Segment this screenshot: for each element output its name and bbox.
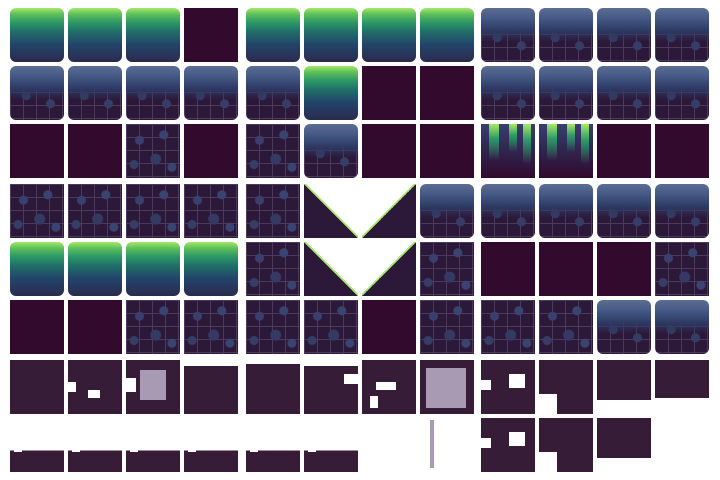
tile-mask [10,360,64,414]
tile-stone [246,242,300,296]
tile-stone [126,184,180,238]
tile-mask [362,360,416,414]
tile-dark [68,124,122,178]
tile-mask [481,418,535,472]
tile-slope-left [304,242,358,296]
tile-stone-top [655,300,709,354]
tile-mask-low [304,418,358,472]
tile-mask [68,360,122,414]
tile-dark [481,242,535,296]
tile-stone [655,242,709,296]
tile-stone [126,300,180,354]
tile-stone [246,300,300,354]
tile-stone-top [246,66,300,120]
tile-stone [246,184,300,238]
tile-dark [362,300,416,354]
tile-stone [10,184,64,238]
tile-mask [539,360,593,414]
tile-grass [126,8,180,62]
tile-stone [246,124,300,178]
tile-grass [304,66,358,120]
tile-dark [10,124,64,178]
tile-grass-drip [481,124,535,178]
tile-mask-low [126,418,180,472]
tile-mask [655,360,709,414]
tile-grass-drip [539,124,593,178]
tile-stone-top [597,300,651,354]
tile-stone-top [539,66,593,120]
tile-stone [539,300,593,354]
tile-mask [126,360,180,414]
tile-stone-top [597,66,651,120]
tile-slope-right [362,242,416,296]
tile-mask-low [246,418,300,472]
tile-grass [184,242,238,296]
tile-dark [597,242,651,296]
tile-mask [481,360,535,414]
tile-stone [420,300,474,354]
tile-stone [420,242,474,296]
tile-grass [68,242,122,296]
tile-dark [184,8,238,62]
tile-mask [539,418,593,472]
tile-grass [246,8,300,62]
tile-dark [68,300,122,354]
tile-mask-low [184,418,238,472]
tile-mask-line [420,418,474,472]
tile-stone-top [481,66,535,120]
tile-stone-top [68,66,122,120]
tile-stone-top [481,8,535,62]
tile-stone-top [539,184,593,238]
tile-stone-top [304,124,358,178]
tile-mask [597,418,651,472]
tile-dark [597,124,651,178]
tile-dark [362,66,416,120]
tile-stone [184,300,238,354]
tile-stone-top [539,8,593,62]
tile-mask [597,360,651,414]
tile-stone [481,300,535,354]
tile-mask [304,360,358,414]
tile-grass [10,8,64,62]
tile-mask [184,360,238,414]
tile-stone-top [655,8,709,62]
tile-dark [184,124,238,178]
tile-mask [420,360,474,414]
tile-stone [184,184,238,238]
tile-stone-top [597,8,651,62]
tile-dark [539,242,593,296]
tile-grass [304,8,358,62]
tile-grass [126,242,180,296]
tile-stone-top [10,66,64,120]
tile-dark [420,124,474,178]
tile-slope-left [304,184,358,238]
tile-mask-low [10,418,64,472]
tile-dark [655,124,709,178]
tile-stone-top [655,66,709,120]
tile-stone [304,300,358,354]
tile-grass [10,242,64,296]
tile-stone [68,184,122,238]
tile-stone-top [126,66,180,120]
tile-grass [420,8,474,62]
tile-dark [420,66,474,120]
tile-mask [246,360,300,414]
tile-slope-right [362,184,416,238]
tile-dark [10,300,64,354]
tile-dark [362,124,416,178]
tile-mask-low [68,418,122,472]
tile-stone-top [420,184,474,238]
tile-stone [126,124,180,178]
tile-stone-top [184,66,238,120]
tile-grass [68,8,122,62]
tile-stone-top [655,184,709,238]
tile-stone-top [481,184,535,238]
tile-grass [362,8,416,62]
tile-stone-top [597,184,651,238]
